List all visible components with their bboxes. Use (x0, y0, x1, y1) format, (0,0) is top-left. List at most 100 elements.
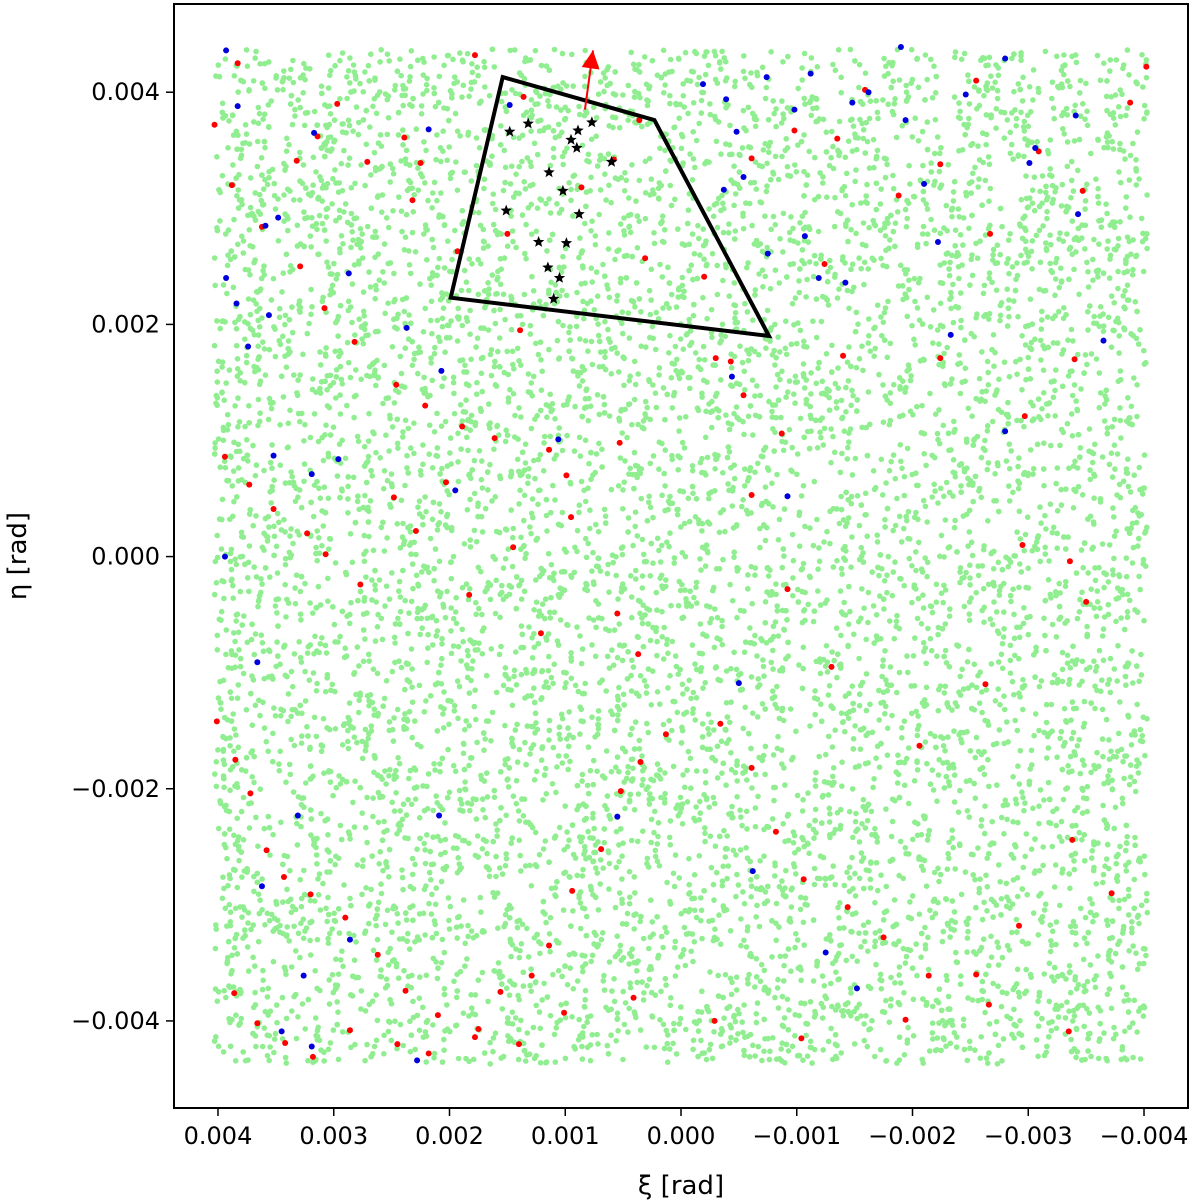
background-point (693, 768, 700, 774)
background-point (928, 603, 935, 610)
background-point (242, 336, 248, 343)
background-point (874, 109, 881, 116)
background-point (1119, 984, 1126, 990)
background-point (564, 829, 570, 835)
background-point (1087, 467, 1093, 473)
background-point (228, 566, 235, 573)
background-point (838, 632, 844, 639)
background-point (789, 1043, 796, 1050)
background-point (534, 151, 541, 158)
background-point (951, 94, 958, 100)
background-point (1028, 974, 1034, 980)
background-point (601, 987, 608, 993)
background-point (1001, 135, 1008, 141)
background-point (1096, 370, 1103, 376)
background-point (887, 1003, 894, 1009)
background-point (660, 47, 667, 54)
background-point (929, 1030, 936, 1036)
background-point (896, 1034, 903, 1040)
background-point (424, 257, 430, 263)
background-point (742, 704, 748, 711)
background-point (608, 486, 615, 493)
background-point (219, 496, 226, 503)
background-point (253, 462, 260, 468)
background-point (827, 257, 833, 264)
background-point (362, 824, 369, 831)
background-point (752, 287, 759, 293)
background-point (513, 682, 520, 688)
background-point (502, 862, 509, 869)
background-point (270, 730, 276, 737)
background-point (293, 948, 299, 954)
background-point (720, 229, 727, 236)
background-point (745, 104, 752, 111)
background-point (1080, 795, 1087, 801)
background-point (942, 647, 949, 654)
background-point (619, 430, 625, 436)
background-point (436, 73, 443, 80)
background-point (354, 498, 361, 505)
background-point (1076, 136, 1083, 143)
background-point (834, 1042, 840, 1049)
background-point (380, 400, 386, 407)
background-point (513, 800, 520, 807)
background-point (769, 408, 775, 415)
background-point (1060, 238, 1067, 245)
background-point (821, 983, 828, 989)
background-point (783, 656, 789, 662)
background-point (243, 131, 250, 137)
background-point (1049, 621, 1056, 628)
background-point (1085, 269, 1091, 275)
background-point (238, 767, 245, 773)
background-point (1141, 452, 1148, 458)
background-point (735, 882, 742, 888)
background-point (495, 960, 502, 966)
background-point (613, 828, 620, 835)
background-point (676, 875, 683, 881)
background-point (1067, 989, 1074, 996)
background-point (647, 504, 654, 511)
background-point (239, 533, 245, 540)
background-point (315, 583, 322, 590)
background-point (430, 834, 436, 840)
background-point (437, 837, 444, 844)
background-point (1029, 238, 1036, 244)
background-point (352, 332, 358, 338)
background-point (519, 212, 526, 218)
background-point (692, 164, 698, 171)
background-point (854, 493, 861, 499)
background-point (578, 478, 585, 485)
background-point (481, 58, 487, 65)
background-point (1142, 235, 1149, 242)
background-point (991, 498, 997, 504)
background-point (702, 780, 709, 786)
background-point (700, 294, 706, 301)
background-point (456, 683, 463, 690)
background-point (981, 282, 988, 289)
background-point (1115, 104, 1122, 110)
background-point (628, 672, 634, 679)
background-point (602, 775, 608, 781)
background-point (806, 822, 812, 829)
background-point (359, 255, 366, 261)
background-point (408, 445, 414, 451)
background-point (285, 691, 292, 697)
background-point (1010, 156, 1016, 162)
background-point (475, 291, 482, 298)
background-point (468, 86, 474, 92)
background-point (438, 158, 444, 165)
background-point (428, 355, 434, 361)
background-point (967, 575, 973, 581)
background-point (383, 583, 390, 589)
background-point (362, 182, 368, 189)
background-point (505, 399, 512, 405)
background-point (876, 764, 883, 770)
background-point (562, 1014, 569, 1021)
background-point (382, 310, 389, 317)
background-point (786, 426, 793, 433)
background-point (836, 118, 843, 125)
background-point (682, 587, 688, 593)
background-point (339, 50, 346, 56)
background-point (1082, 206, 1088, 212)
background-point (851, 284, 857, 291)
